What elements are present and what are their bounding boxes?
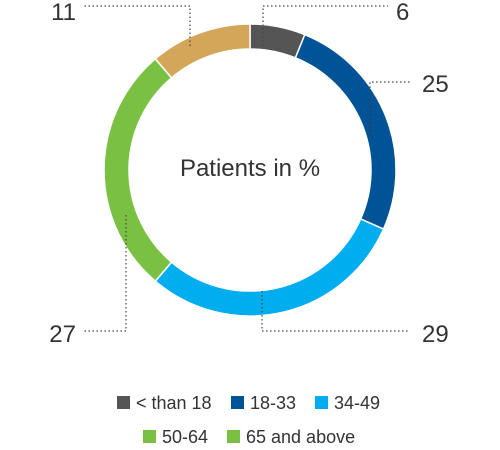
legend-label-65-and-above: 65 and above bbox=[246, 427, 355, 447]
value-label-than-18: 6 bbox=[396, 0, 409, 26]
leader-line-50-64 bbox=[84, 215, 127, 332]
value-label-18-33: 25 bbox=[422, 71, 449, 98]
leader-line-18-33 bbox=[369, 81, 410, 136]
value-labels: 6 25 29 27 11 bbox=[49, 0, 448, 348]
donut-slice-34-49 bbox=[154, 217, 385, 317]
leader-line-than-18 bbox=[262, 5, 388, 46]
legend-label-34-49: 34-49 bbox=[334, 393, 380, 413]
value-label-34-49: 29 bbox=[422, 321, 449, 348]
legend-label-18-33: 18-33 bbox=[250, 393, 296, 413]
leader-lines bbox=[84, 5, 410, 332]
leader-line-34-49 bbox=[261, 291, 408, 332]
legend-label-50-64: 50-64 bbox=[162, 427, 208, 447]
value-label-65-and-above: 11 bbox=[51, 0, 76, 26]
donut-slice-50-64 bbox=[103, 57, 173, 283]
legend-swatch-50-64 bbox=[143, 430, 156, 443]
legend-swatch-65-and-above bbox=[227, 430, 240, 443]
legend-swatch-34-49 bbox=[315, 396, 328, 409]
leader-line-65-and-above bbox=[84, 5, 191, 46]
donut-slice-than-18 bbox=[249, 23, 306, 59]
donut-slice-65-and-above bbox=[154, 23, 251, 79]
legend: < than 18 18-33 34-49 50-64 65 and above bbox=[117, 393, 380, 447]
value-label-50-64: 27 bbox=[49, 321, 76, 348]
legend-swatch-18-33 bbox=[231, 396, 244, 409]
donut-slices bbox=[103, 23, 397, 317]
center-label: Patients in % bbox=[180, 155, 320, 182]
legend-swatch-than-18 bbox=[117, 396, 130, 409]
donut-slice-18-33 bbox=[294, 33, 397, 231]
legend-label-than-18: < than 18 bbox=[136, 393, 212, 413]
